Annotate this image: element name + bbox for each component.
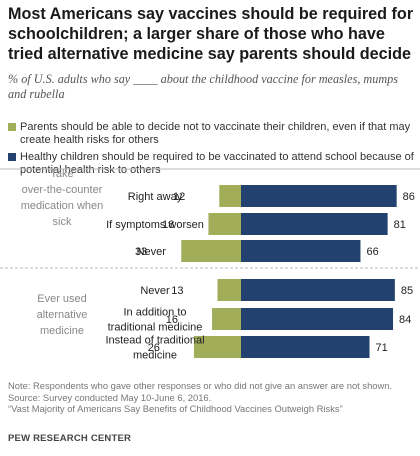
- bar-parents: [217, 279, 241, 301]
- chart-subtitle: % of U.S. adults who say ____ about the …: [8, 72, 398, 101]
- group-label: Take: [50, 168, 73, 180]
- value-label-required: 85: [401, 285, 413, 297]
- bar-required: [241, 279, 395, 301]
- footer-report: “Vast Majority of Americans Say Benefits…: [8, 403, 343, 414]
- legend-item-parents: Parents should be able to decide not to …: [8, 121, 414, 146]
- legend-label-parents: Parents should be able to decide not to …: [20, 121, 411, 146]
- bar-required: [241, 336, 370, 358]
- value-label-parents: 16: [166, 314, 178, 326]
- bar-required: [241, 213, 388, 235]
- footer-source: Source: Survey conducted May 10-June 6, …: [8, 391, 212, 403]
- row-label: Never: [140, 285, 170, 297]
- footer: Note: Respondents who gave other respons…: [8, 380, 416, 415]
- legend-label-required: Healthy children should be required to b…: [20, 151, 414, 176]
- row-label: Never: [137, 246, 167, 258]
- footer-note: Note: Respondents who gave other respons…: [8, 380, 393, 391]
- group-label: sick: [53, 216, 72, 228]
- value-label-required: 71: [376, 342, 388, 354]
- row-label: If symptoms worsen: [106, 219, 204, 231]
- value-label-required: 86: [403, 191, 415, 203]
- value-label-required: 66: [366, 246, 378, 258]
- row-label: Right away: [128, 191, 183, 203]
- bar-parents: [212, 308, 241, 330]
- legend-item-required: Healthy children should be required to b…: [8, 151, 414, 176]
- row-label: In addition to: [124, 307, 187, 319]
- group-label: Ever used: [37, 293, 87, 305]
- group-label: medication when: [21, 200, 104, 212]
- bar-required: [241, 185, 397, 207]
- value-label-parents: 26: [148, 342, 160, 354]
- bar-required: [241, 240, 361, 262]
- bar-required: [241, 308, 394, 330]
- source-org: PEW RESEARCH CENTER: [8, 433, 132, 444]
- value-label-required: 81: [394, 219, 406, 231]
- value-label-required: 84: [399, 314, 411, 326]
- chart-title: Most Americans say vaccines should be re…: [8, 5, 414, 63]
- bar-parents: [193, 336, 241, 358]
- value-label-parents: 13: [171, 285, 183, 297]
- value-label-parents: 18: [162, 219, 174, 231]
- group-label: alternative: [37, 309, 88, 321]
- row-label: Instead of traditional: [105, 335, 204, 347]
- bar-parents: [181, 240, 241, 262]
- group-label: medicine: [40, 325, 84, 337]
- bar-parents: [219, 185, 241, 207]
- legend-swatch-required: [8, 153, 16, 161]
- group-label: over-the-counter: [22, 184, 103, 196]
- legend: Parents should be able to decide not to …: [8, 121, 414, 176]
- value-label-parents: 12: [173, 191, 185, 203]
- row-label: traditional medicine: [108, 322, 203, 334]
- value-label-parents: 33: [135, 246, 147, 258]
- row-label: medicine: [133, 350, 177, 362]
- bar-parents: [208, 213, 241, 235]
- legend-swatch-parents: [8, 123, 16, 131]
